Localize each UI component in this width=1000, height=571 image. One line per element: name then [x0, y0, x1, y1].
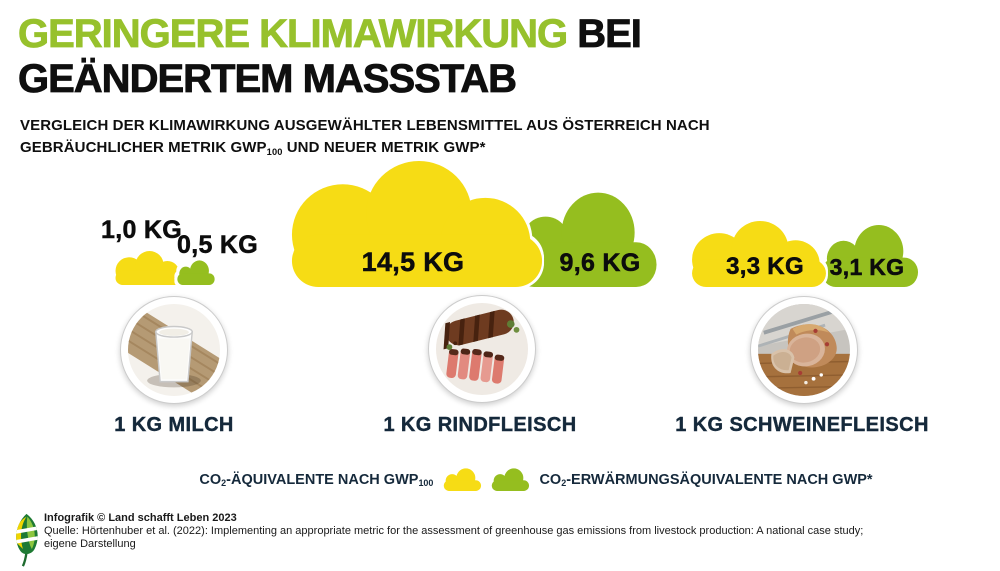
milk-illustration [128, 304, 220, 396]
subtitle-line2: GEBRÄUCHLICHER METRIK GWP100 UND NEUER M… [20, 139, 486, 157]
milk-gwpstar-cloud-icon [177, 260, 215, 285]
title-highlight: GERINGERE KLIMAWIRKUNG [18, 12, 569, 57]
beef-steak-photo [428, 295, 536, 403]
beef-gwpstar-value: 9,6 KG [559, 249, 641, 278]
page-title: GERINGERE KLIMAWIRKUNG BEI GEÄNDERTEM MA… [18, 12, 643, 102]
beef-label: 1 KG RINDFLEISCH [383, 414, 577, 436]
subtitle: VERGLEICH DER KLIMAWIRKUNG AUSGEWÄHLTER … [20, 115, 710, 160]
milk-glass-photo [120, 296, 228, 404]
title-line2: GEÄNDERTEM MASSSTAB [18, 57, 518, 102]
footer: Infografik © Land schafft Leben 2023 Que… [44, 512, 974, 551]
legend: CO2-ÄQUIVALENTE NACH GWP100 CO2-ERWÄRMUN… [199, 468, 873, 491]
milk-gwp100-value: 1,0 KG [101, 216, 182, 245]
title-line1-rest: BEI [567, 12, 642, 57]
footer-credit: Infografik © Land schafft Leben 2023 [44, 512, 237, 524]
milk-gwp100-cloud-icon [115, 251, 183, 285]
milk-label: 1 KG MILCH [114, 414, 234, 436]
milk-gwpstar-value: 0,5 KG [177, 231, 258, 260]
pork-roast-photo [750, 296, 858, 404]
leaf-logo-icon [16, 513, 38, 567]
pork-label: 1 KG SCHWEINEFLEISCH [675, 414, 929, 436]
pork-gwpstar-value: 3,1 KG [829, 254, 905, 281]
beef-illustration [436, 303, 528, 395]
legend-gwpstar-label: CO2-ERWÄRMUNGSÄQUIVALENTE NACH GWP* [539, 471, 873, 489]
yellow-cloud-icon [443, 468, 482, 491]
subtitle-line1: VERGLEICH DER KLIMAWIRKUNG AUSGEWÄHLTER … [20, 117, 710, 134]
footer-source-line1: Quelle: Hörtenhuber et al. (2022): Imple… [44, 525, 864, 537]
beef-gwp100-value: 14,5 KG [361, 247, 465, 278]
pork-illustration [758, 304, 850, 396]
pork-gwp100-value: 3,3 KG [726, 253, 804, 281]
legend-gwp100-label: CO2-ÄQUIVALENTE NACH GWP100 [199, 471, 434, 489]
footer-source-line2: eigene Darstellung [44, 538, 136, 550]
green-cloud-icon [491, 468, 530, 491]
title-line1: GERINGERE KLIMAWIRKUNG BEI [18, 12, 643, 57]
